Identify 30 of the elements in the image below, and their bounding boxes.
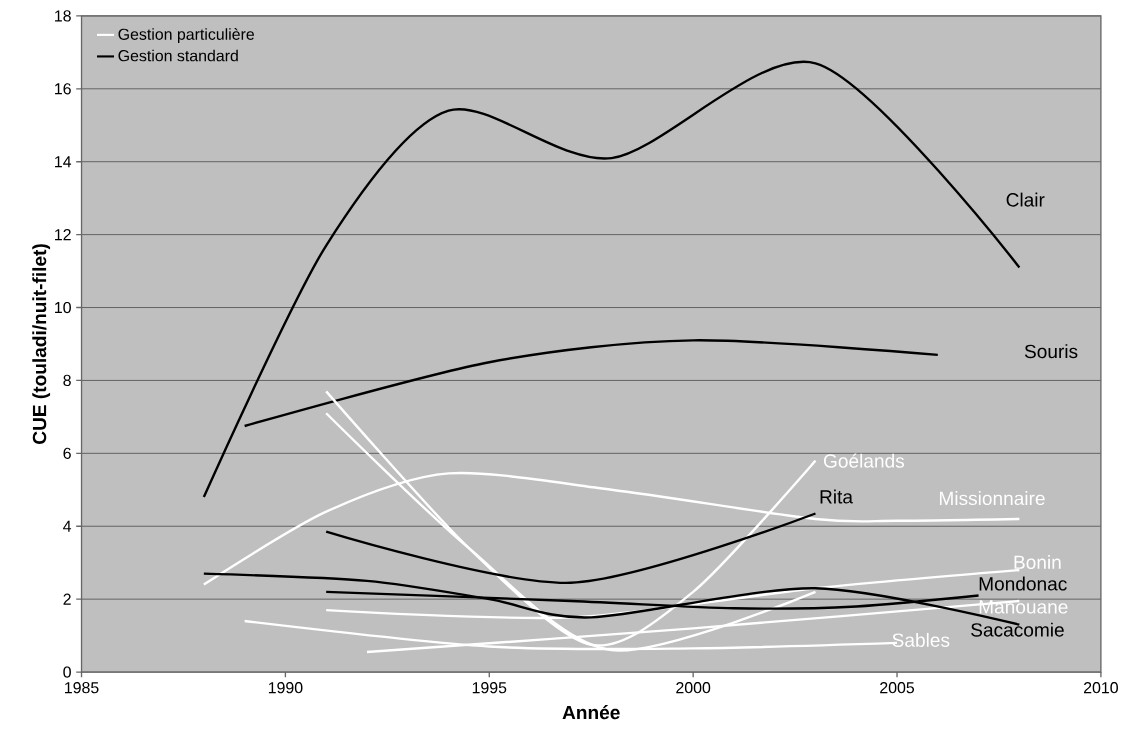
x-tick-label: 1985 xyxy=(65,682,99,694)
annotation: Mondonac xyxy=(979,576,1067,591)
x-tick-label: 1995 xyxy=(472,682,507,694)
annotation: Sacacomie xyxy=(971,622,1064,637)
x-tick-label: 1990 xyxy=(268,682,303,694)
y-tick-label: 16 xyxy=(55,83,71,95)
legend-label: Gestion standard xyxy=(118,49,238,62)
annotation: Bonin xyxy=(1014,555,1061,570)
annotation: Clair xyxy=(1006,192,1045,207)
annotation: Goélands xyxy=(823,453,905,468)
annotation: Rita xyxy=(820,489,853,504)
y-tick-label: 6 xyxy=(63,447,71,459)
y-tick-label: 18 xyxy=(55,10,71,22)
y-tick-label: 10 xyxy=(55,301,71,314)
x-tick-label: 2010 xyxy=(1084,682,1118,694)
annotation: Missionnaire xyxy=(939,491,1045,506)
y-tick-label: 4 xyxy=(63,520,72,532)
y-tick-label: 14 xyxy=(55,156,72,168)
legend-label: Gestion particulière xyxy=(118,28,254,44)
y-tick-label: 2 xyxy=(63,593,71,605)
x-axis-title: Année xyxy=(562,705,620,720)
y-axis-title: CUE (touladi/nuit-filet) xyxy=(32,244,51,444)
y-tick-label: 0 xyxy=(63,666,71,678)
y-tick-label: 12 xyxy=(55,229,71,241)
x-tick-label: 2000 xyxy=(676,682,711,694)
y-tick-label: 8 xyxy=(63,374,71,387)
x-tick-label: 2005 xyxy=(880,682,915,694)
annotation: Souris xyxy=(1024,344,1078,359)
annotation: Sables xyxy=(892,632,950,647)
annotation: Manouane xyxy=(979,600,1068,614)
